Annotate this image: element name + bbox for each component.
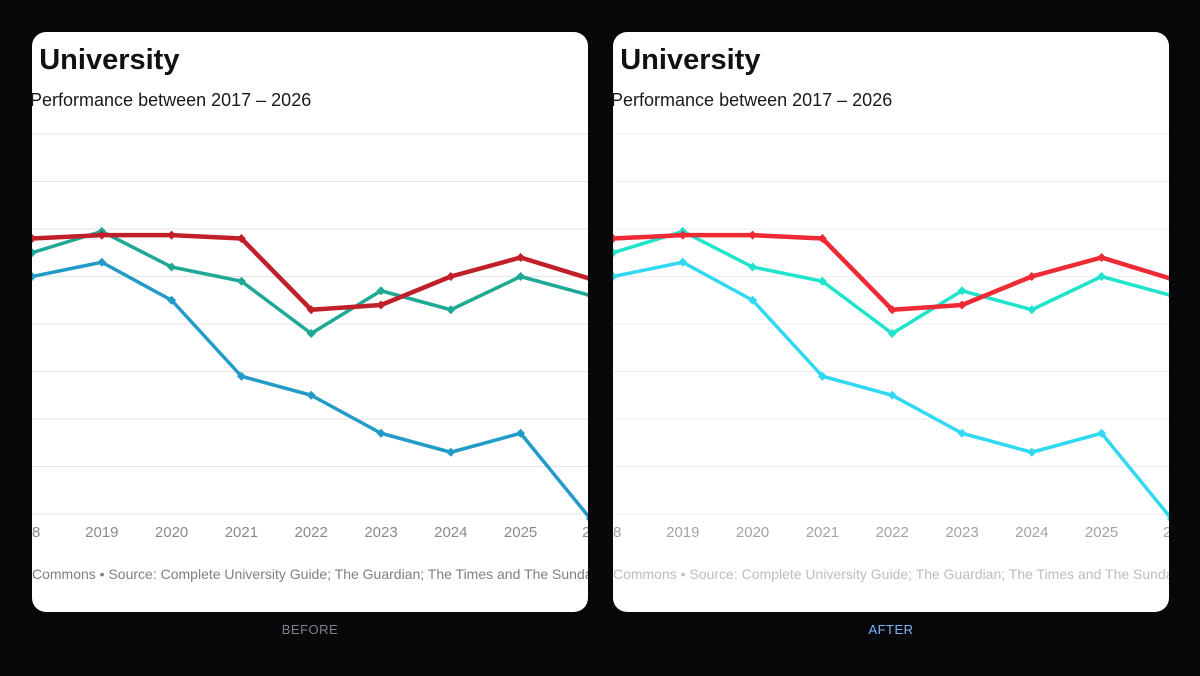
series-3-point (748, 295, 758, 305)
series-1-point (376, 300, 386, 310)
series-3-point (887, 390, 897, 400)
series-1-point (748, 230, 758, 240)
series-2-point (306, 329, 316, 338)
series-1-point (306, 305, 316, 315)
series-2-point (585, 293, 588, 298)
series-3-point (678, 257, 688, 267)
series-3-point (1027, 447, 1037, 457)
series-1-point (1166, 276, 1169, 281)
chart-subtitle: ing Performance between 2017 – 2026 (613, 90, 893, 110)
series-2-point (1097, 272, 1107, 281)
series-1-point (167, 230, 177, 240)
x-tick-label: 2020 (155, 524, 188, 541)
series-3-point (817, 371, 827, 381)
x-tick-label: 2023 (945, 524, 978, 541)
chart-source: Commons • Source: Complete University Gu… (32, 566, 588, 582)
series-1-point (446, 272, 456, 281)
series-2-point (817, 276, 827, 286)
x-tick-label: 2024 (434, 524, 467, 541)
series-3-point (516, 428, 526, 438)
series-3-point (376, 428, 386, 438)
series-3-point (1097, 428, 1107, 438)
series-3-point (1166, 516, 1169, 521)
series-3-point (236, 371, 246, 381)
series-2-point (887, 329, 897, 338)
series-2-point (1166, 293, 1169, 298)
series-3-point (613, 272, 618, 281)
series-line-3 (32, 260, 588, 519)
x-tick-label: 2023 (364, 524, 397, 541)
series-3-point (167, 295, 177, 305)
line-chart: 18 2019 2020 2021 2022 2023 2024 2025 20 (32, 133, 588, 541)
series-2-point (236, 276, 246, 286)
x-tick-label: 2019 (666, 524, 699, 541)
series-3-point (446, 447, 456, 457)
series-1-point (817, 234, 827, 243)
series-3-point (585, 516, 588, 521)
x-tick-label: 20 (1163, 524, 1169, 541)
x-tick-label: 2019 (85, 524, 118, 541)
series-line-1 (32, 232, 588, 312)
series-3-point (97, 257, 107, 267)
series-line-1 (613, 232, 1169, 312)
series-line-2 (32, 229, 588, 336)
series-2-point (32, 248, 37, 258)
x-tick-label: 2022 (876, 524, 909, 541)
before-panel: 18 2019 2020 2021 2022 2023 2024 2025 20 le Univ… (32, 32, 588, 612)
series-3-point (32, 272, 37, 281)
series-2-point (613, 248, 618, 258)
series-line-2 (613, 229, 1169, 336)
series-2-point (516, 272, 526, 281)
series-2-point (748, 262, 758, 272)
x-tick-label: 2021 (225, 524, 258, 541)
x-tick-label: 2024 (1015, 524, 1048, 541)
chart-source: Commons • Source: Complete University Gu… (613, 566, 1169, 582)
x-tick-label: 18 (32, 524, 40, 541)
series-2-point (446, 305, 456, 315)
series-1-point (887, 305, 897, 315)
x-tick-label: 2022 (295, 524, 328, 541)
chart-subtitle: ing Performance between 2017 – 2026 (32, 90, 312, 110)
series-2-point (1027, 305, 1037, 315)
series-3-point (306, 390, 316, 400)
x-tick-label: 18 (613, 524, 621, 541)
series-1-point (957, 300, 967, 310)
series-2-point (167, 262, 177, 272)
series-1-point (585, 276, 588, 281)
series-2-point (957, 286, 967, 296)
series-1-point (613, 234, 618, 243)
x-tick-label: 2021 (806, 524, 839, 541)
after-panel: 18 2019 2020 2021 2022 2023 2024 2025 20 le Univ… (613, 32, 1169, 612)
series-1-point (678, 230, 688, 240)
series-2-point (376, 286, 386, 296)
series-1-point (32, 234, 37, 243)
series-1-point (516, 253, 526, 262)
series-1-point (1027, 272, 1037, 281)
series-line-3 (613, 260, 1169, 519)
line-chart: 18 2019 2020 2021 2022 2023 2024 2025 20 (613, 133, 1169, 541)
after-caption: AFTER (868, 622, 914, 637)
series-1-point (97, 230, 107, 240)
series-1-point (236, 234, 246, 243)
chart-title: le University (32, 44, 180, 76)
x-tick-label: 20 (582, 524, 588, 541)
x-tick-label: 2025 (504, 524, 537, 541)
x-tick-label: 2025 (1085, 524, 1118, 541)
x-tick-label: 2020 (736, 524, 769, 541)
series-1-point (1097, 253, 1107, 262)
chart-title: le University (613, 44, 761, 76)
before-caption: BEFORE (281, 622, 339, 637)
series-3-point (957, 428, 967, 438)
